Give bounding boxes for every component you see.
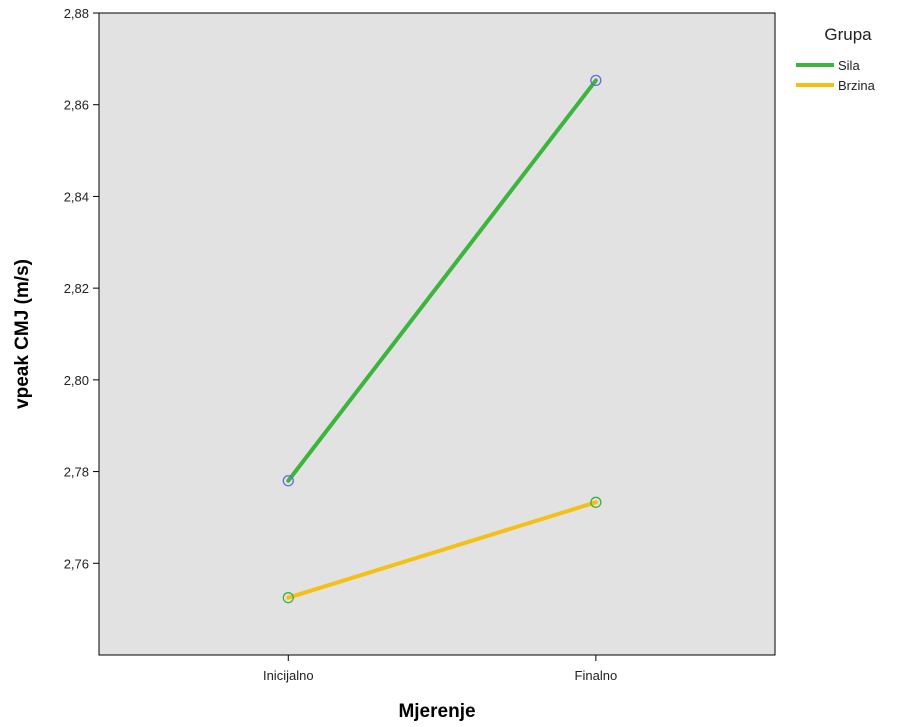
series-line-brzina	[286, 500, 598, 600]
y-tick-label: 2,78	[64, 465, 89, 480]
y-axis-title: vpeak CMJ (m/s)	[12, 259, 33, 409]
legend-label: Sila	[838, 58, 860, 73]
x-tick-label: Finalno	[575, 668, 618, 683]
x-tick-label: Inicijalno	[263, 668, 314, 683]
data-point-brzina	[282, 592, 294, 604]
y-tick-label: 2,86	[64, 98, 89, 113]
series-layer	[282, 74, 602, 604]
x-axis-title: Mjerenje	[398, 701, 475, 722]
legend: Grupa Sila Brzina	[796, 25, 876, 93]
data-point-brzina	[590, 496, 602, 508]
y-axis: 2,76 2,78 2,80 2,82 2,84 2,86 2,88	[64, 6, 99, 571]
legend-label: Brzina	[838, 78, 876, 93]
plot-area	[98, 12, 776, 656]
x-axis: Inicijalno Finalno	[263, 655, 617, 683]
y-tick-label: 2,84	[64, 189, 89, 204]
series-line-sila	[286, 78, 598, 483]
y-tick-label: 2,88	[64, 6, 89, 21]
y-tick-label: 2,82	[64, 281, 89, 296]
legend-title: Grupa	[824, 25, 872, 44]
y-tick-label: 2,76	[64, 556, 89, 571]
data-point-sila	[590, 74, 602, 87]
data-point-sila	[282, 475, 294, 487]
y-tick-label: 2,80	[64, 373, 89, 388]
